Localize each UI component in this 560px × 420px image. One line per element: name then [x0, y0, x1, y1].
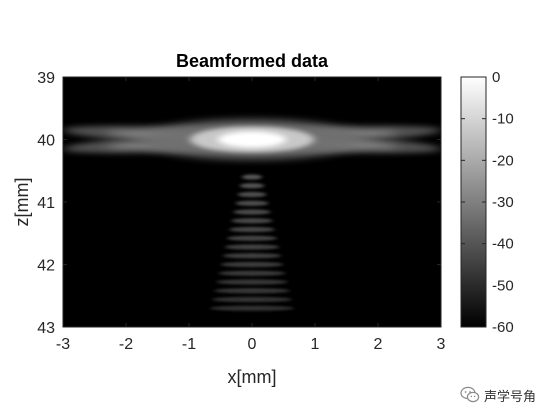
x-axis-label: x[mm] [228, 367, 277, 387]
colorbar-tick-label: -50 [492, 277, 514, 294]
colorbar-tick-label: -60 [492, 319, 514, 336]
plot-area [62, 76, 442, 328]
colorbar: 0 -10 -20 -30 -40 -50 -60 [460, 69, 514, 336]
y-axis-label: z[mm] [12, 178, 32, 227]
y-tick-label: 39 [37, 70, 55, 87]
colorbar-tick-label: -10 [492, 111, 514, 128]
x-axis: -3 -2 -1 0 1 2 3 [56, 77, 446, 353]
chart-title: Beamformed data [176, 51, 329, 71]
y-tick-label: 40 [37, 133, 55, 150]
colorbar-tick-label: -30 [492, 194, 514, 211]
watermark-text: 声学号角 [484, 389, 537, 405]
wechat-icon [460, 386, 480, 403]
colorbar-gradient [461, 77, 486, 327]
y-tick-label: 41 [37, 195, 55, 212]
heatmap-image [63, 119, 441, 311]
y-axis: 39 40 41 42 43 [37, 70, 441, 337]
x-tick-label: -2 [119, 336, 133, 353]
x-tick-label: -1 [182, 336, 196, 353]
y-tick-label: 42 [37, 258, 55, 275]
watermark: 声学号角 [460, 384, 536, 406]
x-tick-label: 2 [374, 336, 383, 353]
x-tick-label: 0 [248, 336, 257, 353]
focal-spot [142, 119, 362, 160]
colorbar-ticks: 0 -10 -20 -30 -40 -50 -60 [461, 69, 514, 336]
x-tick-label: 1 [311, 336, 320, 353]
axial-tail [210, 174, 294, 311]
colorbar-tick-label: -20 [492, 152, 514, 169]
x-tick-label: 3 [437, 336, 446, 353]
colorbar-tick-label: 0 [492, 69, 500, 86]
colorbar-tick-label: -40 [492, 236, 514, 253]
x-tick-label: -3 [56, 336, 70, 353]
y-tick-label: 43 [37, 320, 55, 337]
